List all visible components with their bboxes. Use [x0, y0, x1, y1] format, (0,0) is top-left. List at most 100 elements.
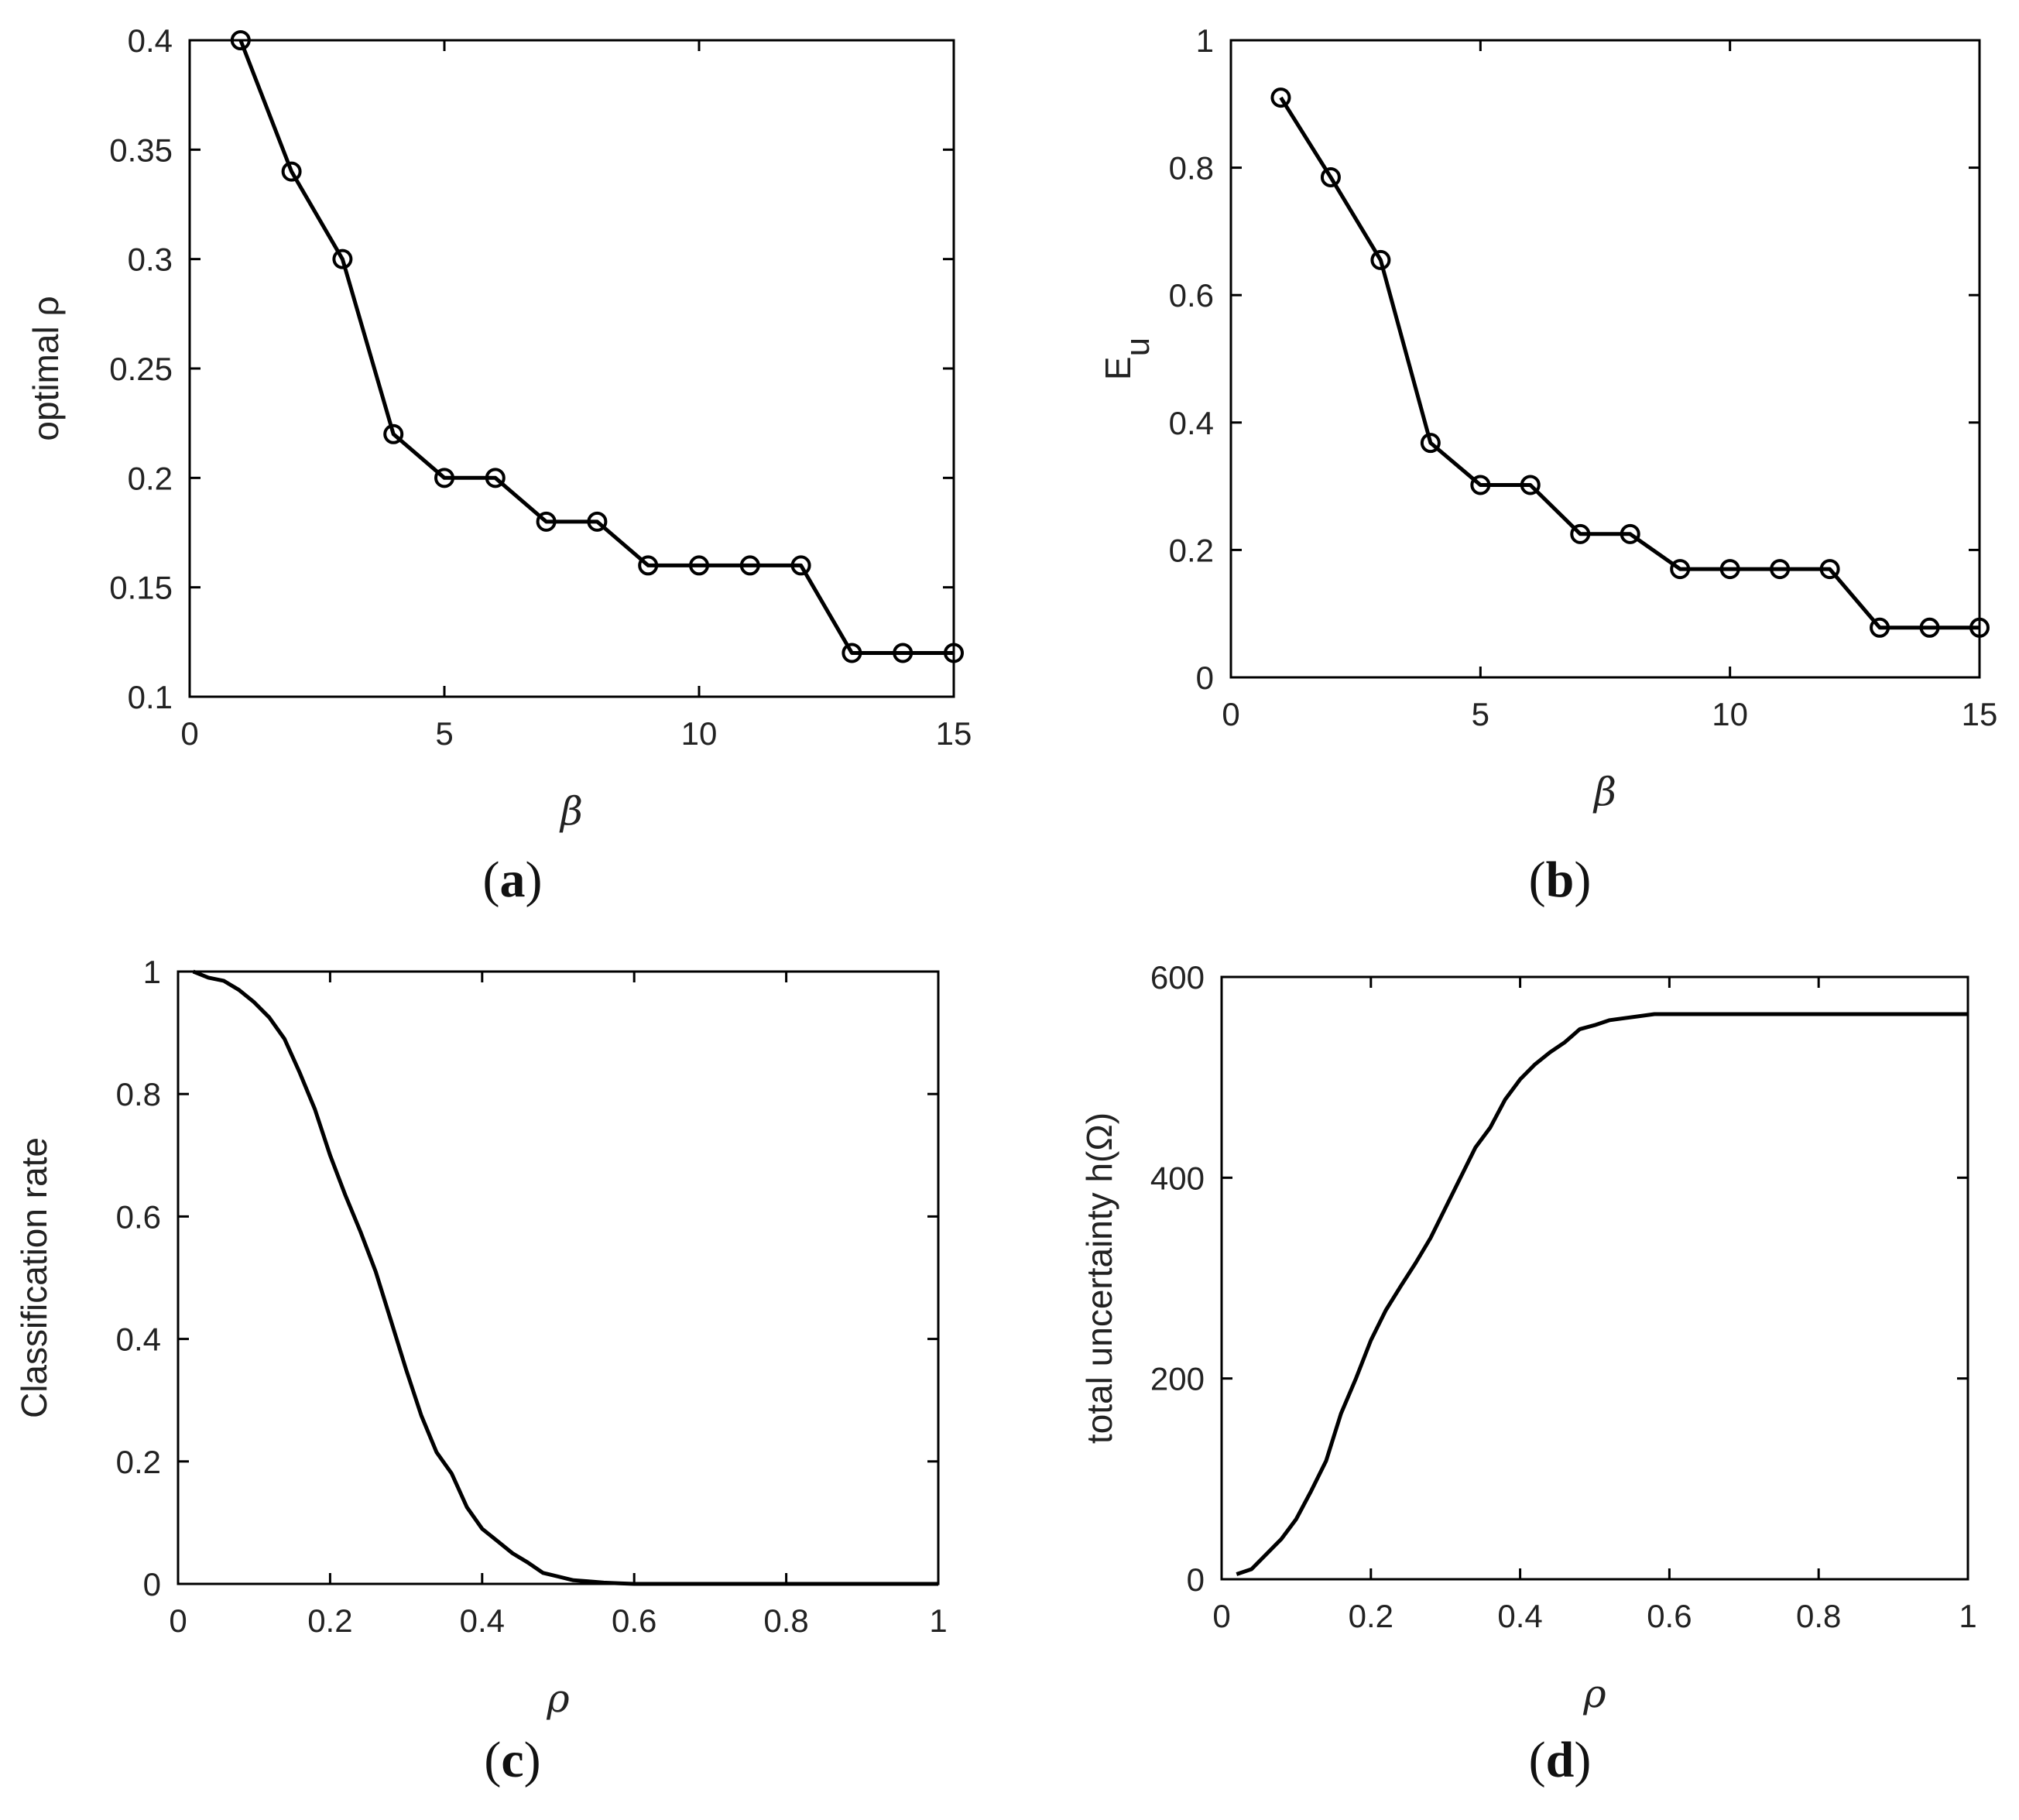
y-tick-label: 0.6	[116, 1198, 161, 1235]
x-axis-label: β	[1592, 769, 1616, 814]
panel-letter: b	[1546, 852, 1575, 908]
panel-caption-c: (c)	[484, 1732, 540, 1788]
y-tick-label: 0	[1187, 1561, 1205, 1598]
x-tick-label: 0	[1212, 1598, 1230, 1634]
y-tick-label: 0.2	[116, 1444, 161, 1480]
x-tick-label: 0.4	[460, 1602, 505, 1639]
chart-panel-c: 0 0.2 0.4 0.6 0.8 1 0 0.2 0.4 0.6 0.8 1 ρ Classificat…	[14, 954, 948, 1788]
y-tick-label: 600	[1150, 959, 1205, 996]
data-point	[1969, 617, 1990, 638]
x-axis-label: β	[559, 789, 583, 834]
data-point	[1420, 433, 1441, 454]
plot-frame	[1220, 975, 1969, 1581]
data-point	[739, 555, 760, 576]
panel-caption-b: (b)	[1529, 852, 1592, 908]
y-tick-label: 0.2	[1169, 532, 1214, 568]
data-point	[1919, 617, 1940, 638]
chart-panel-d: 0 0.2 0.4 0.6 0.8 1 0 200 400 600 ρ total uncertain…	[1079, 959, 1977, 1788]
y-tick-label: 0.1	[128, 679, 173, 715]
series-line-a	[238, 39, 954, 655]
y-tick-label: 200	[1150, 1361, 1205, 1397]
x-tick-label: 0	[1222, 696, 1239, 732]
panel-caption-a: (a)	[483, 852, 543, 908]
data-point	[1819, 559, 1840, 580]
data-point	[1270, 87, 1291, 108]
y-tick-label: 0.15	[109, 570, 173, 606]
data-point	[944, 643, 964, 663]
chart-panel-b: 0 5 10 15 0 0.2 0.4 0.6 0.8 1 β Eu (b)	[1098, 22, 1997, 908]
y-axis-label-subscript: u	[1119, 338, 1157, 356]
x-tick-label: 0.2	[307, 1602, 352, 1639]
x-tick-label: 0	[169, 1602, 187, 1639]
x-axis-label: ρ	[546, 1676, 570, 1721]
data-point	[485, 468, 506, 488]
data-point	[1570, 523, 1591, 544]
x-tick-label: 15	[1962, 696, 1998, 732]
x-tick-label: 1	[929, 1602, 947, 1639]
data-point	[790, 555, 811, 576]
data-point	[587, 511, 608, 532]
y-tick-label: 0.4	[128, 22, 173, 59]
y-tick-label: 0.8	[1169, 150, 1214, 187]
y-tick-label: 0.4	[116, 1321, 161, 1358]
data-point	[893, 643, 914, 663]
x-tick-label: 0.2	[1349, 1598, 1393, 1634]
y-axis-label: Classification rate	[14, 1137, 54, 1418]
y-tick-label: 0	[1196, 660, 1214, 696]
data-point	[842, 643, 862, 663]
x-tick-label: 15	[936, 715, 972, 752]
series-line-d	[1236, 1012, 1968, 1576]
data-point	[1770, 559, 1791, 580]
y-tick-label: 0	[143, 1566, 161, 1602]
x-tick-label: 5	[435, 715, 453, 752]
plot-frame	[188, 39, 955, 698]
plot-frame	[1229, 39, 1981, 679]
series-line-b	[1279, 96, 1980, 630]
data-point	[689, 555, 709, 576]
data-point	[1870, 617, 1890, 638]
data-point	[1520, 475, 1541, 495]
y-tick-label: 0.25	[109, 351, 173, 387]
y-tick-label: 0.4	[1169, 405, 1214, 441]
chart-panel-a: 0 5 10 15 0.1 0.15 0.2 0.25 0.3 0.35 0.4 β optimal ρ…	[26, 22, 972, 908]
y-tick-label: 0.6	[1169, 277, 1214, 314]
x-axis-label: ρ	[1582, 1671, 1606, 1716]
x-tick-label: 1	[1959, 1598, 1976, 1634]
x-tick-label: 0.8	[763, 1602, 808, 1639]
data-point	[332, 248, 353, 269]
x-tick-label: 0.6	[1647, 1598, 1692, 1634]
data-point	[281, 161, 302, 182]
y-axis-label: optimal ρ	[26, 296, 66, 440]
data-point	[1670, 559, 1691, 580]
y-tick-label: 1	[1196, 22, 1214, 59]
data-point	[383, 423, 404, 444]
y-tick-label: 0.35	[109, 132, 173, 168]
y-tick-label: 1	[143, 954, 161, 990]
y-tick-label: 0.2	[128, 460, 173, 496]
data-point	[536, 511, 557, 532]
plot-frame	[177, 970, 940, 1585]
y-axis-label-main: E	[1098, 356, 1138, 380]
data-point	[1370, 249, 1391, 270]
y-tick-label: 400	[1150, 1160, 1205, 1196]
data-point	[230, 30, 251, 50]
x-tick-label: 0	[180, 715, 198, 752]
data-point	[1470, 475, 1491, 495]
panel-letter: d	[1546, 1732, 1575, 1788]
data-point	[1719, 559, 1740, 580]
panel-letter: c	[501, 1732, 523, 1788]
y-axis-label: Eu	[1098, 338, 1157, 380]
data-point	[638, 555, 659, 576]
data-point	[1620, 523, 1640, 544]
y-tick-label: 0.8	[116, 1076, 161, 1112]
panel-caption-d: (d)	[1529, 1732, 1592, 1788]
x-tick-label: 0.8	[1796, 1598, 1841, 1634]
x-tick-label: 0.4	[1497, 1598, 1542, 1634]
y-axis-label: total uncertainty h(Ω)	[1079, 1112, 1119, 1444]
x-tick-label: 10	[1712, 696, 1748, 732]
data-point	[434, 468, 454, 488]
y-tick-label: 0.3	[128, 242, 173, 278]
x-tick-label: 5	[1472, 696, 1489, 732]
x-tick-label: 10	[681, 715, 718, 752]
